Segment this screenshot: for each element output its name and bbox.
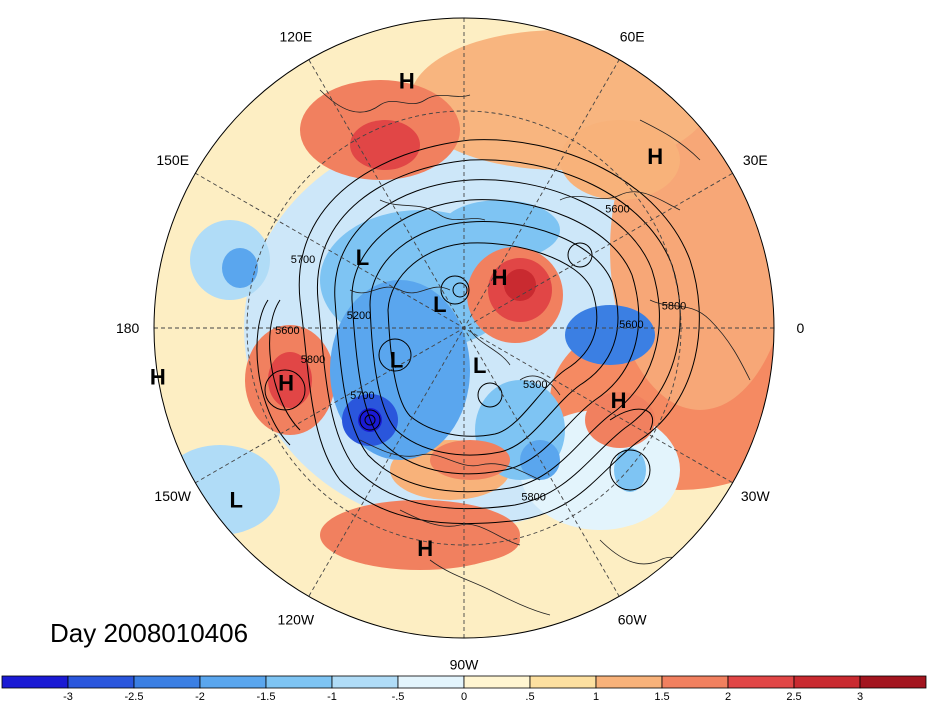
colorbar-tick-label: -1.5 <box>257 691 276 702</box>
colorbar-swatch <box>67 675 135 689</box>
coastlines <box>319 89 751 616</box>
colorbar: -3 -2.5 -2 -1.5 -1 -.5 0 .5 1 1.5 2 2.5 3 <box>1 675 927 702</box>
map-boundary <box>153 17 775 639</box>
high-pressure-marker: H <box>611 388 627 413</box>
longitude-label: 60E <box>620 29 645 45</box>
longitude-label: 150W <box>154 488 191 504</box>
colorbar-swatch <box>463 675 531 689</box>
contour-value-labels: 5700 5600 5200 5800 5700 5600 5800 5600 5300 5800 <box>275 203 686 503</box>
colorbar-swatch <box>265 675 333 689</box>
contour-label: 5800 <box>301 354 325 366</box>
high-pressure-marker: H <box>417 536 433 561</box>
longitude-label: 180 <box>116 320 140 336</box>
colorbar-swatch <box>661 675 729 689</box>
longitude-label: 150E <box>156 152 189 168</box>
colorbar-swatch <box>199 675 267 689</box>
low-pressure-marker: L <box>433 292 446 317</box>
high-pressure-marker: H <box>278 370 294 395</box>
colorbar-tick-label: -3 <box>63 691 73 702</box>
colorbar-swatch <box>859 675 927 689</box>
contour-label: 5600 <box>619 319 643 331</box>
colorbar-tick-label: 2 <box>725 691 731 702</box>
colorbar-tick-label: 1.5 <box>654 691 669 702</box>
high-pressure-marker: H <box>399 68 415 93</box>
colorbar-tick-label: 1 <box>593 691 599 702</box>
longitude-labels: 90E60E30E030W60W90W120W150W180150E120E <box>116 29 804 673</box>
high-pressure-marker: H <box>647 144 663 169</box>
low-pressure-marker: L <box>230 488 243 513</box>
colorbar-swatch <box>397 675 465 689</box>
colorbar-tick-label: .5 <box>525 691 534 702</box>
contour-label: 5700 <box>350 390 374 402</box>
colorbar-swatch <box>727 675 795 689</box>
colorbar-tick-label: -.5 <box>392 691 405 702</box>
high-pressure-marker: H <box>150 364 166 389</box>
day-title: Day 2008010406 <box>50 618 249 648</box>
contour-label: 5600 <box>275 325 299 337</box>
graticule <box>154 18 774 638</box>
colorbar-tick-label: 0 <box>461 691 467 702</box>
colorbar-tick-label: -1 <box>327 691 337 702</box>
height-contours <box>256 139 700 525</box>
colorbar-swatch <box>1 675 69 689</box>
contour-label: 5700 <box>291 254 315 266</box>
colorbar-tick-label: 3 <box>857 691 863 702</box>
longitude-label: 120E <box>279 29 312 45</box>
anomaly-field <box>154 18 774 638</box>
contour-label: 5300 <box>523 379 547 391</box>
colorbar-swatch <box>529 675 597 689</box>
contour-label: 5800 <box>662 301 686 313</box>
colorbar-tick-label: -2.5 <box>125 691 144 702</box>
contour-label: 5200 <box>347 310 371 322</box>
longitude-label: 60W <box>618 611 648 627</box>
longitude-label: 90W <box>450 656 480 672</box>
high-pressure-marker: H <box>492 265 508 290</box>
low-pressure-marker: L <box>473 353 486 378</box>
longitude-label: 120W <box>278 611 315 627</box>
low-pressure-marker: L <box>356 245 369 270</box>
colorbar-swatch <box>595 675 663 689</box>
longitude-label: 30E <box>743 152 768 168</box>
colorbar-tick-label: 2.5 <box>786 691 801 702</box>
contour-label: 5800 <box>521 491 545 503</box>
longitude-label: 30W <box>741 488 771 504</box>
pressure-centers: H H H L L L L H H H L H <box>150 68 663 560</box>
colorbar-swatch <box>133 675 201 689</box>
contour-label: 5600 <box>605 203 629 215</box>
longitude-label: 0 <box>796 320 804 336</box>
colorbar-tick-label: -2 <box>195 691 205 702</box>
colorbar-swatch <box>331 675 399 689</box>
colorbar-swatch <box>793 675 861 689</box>
low-pressure-marker: L <box>390 347 403 372</box>
